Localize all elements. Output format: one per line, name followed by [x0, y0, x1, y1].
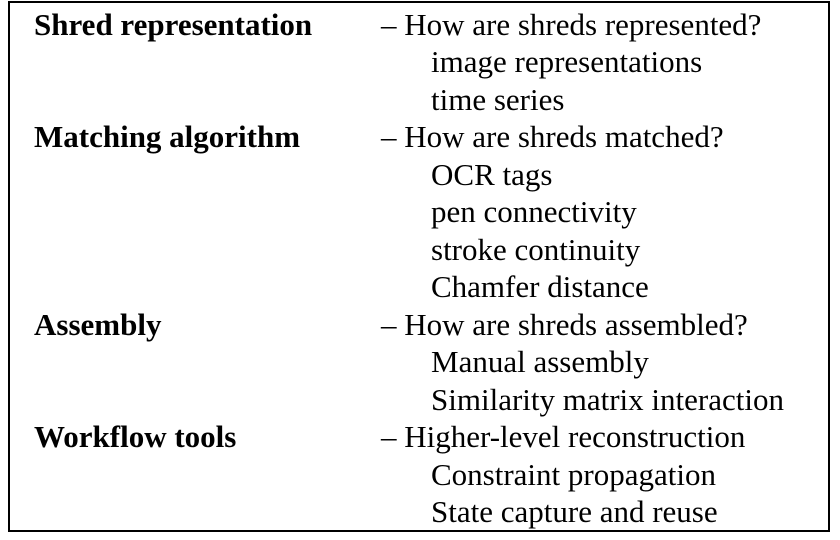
section-item: Similarity matrix interaction — [431, 382, 784, 417]
section-question: – Higher-level reconstruction — [381, 419, 746, 454]
section-item: image representations — [431, 44, 703, 79]
section-item: stroke continuity — [431, 232, 641, 267]
section-item: pen connectivity — [431, 194, 637, 229]
section-heading: Workflow tools — [34, 419, 237, 454]
section-item: Chamfer distance — [431, 269, 649, 304]
section-heading: Shred representation — [34, 7, 313, 42]
section-question: – How are shreds represented? — [381, 7, 762, 42]
section-item: State capture and reuse — [431, 494, 718, 529]
section-question: – How are shreds assembled? — [381, 307, 748, 342]
section-heading: Assembly — [34, 307, 162, 342]
section-item: OCR tags — [431, 157, 553, 192]
section-heading: Matching algorithm — [34, 119, 301, 154]
table-frame — [8, 1, 830, 532]
section-item: time series — [431, 82, 565, 117]
section-item: Constraint propagation — [431, 457, 716, 492]
section-question: – How are shreds matched? — [381, 119, 724, 154]
section-item: Manual assembly — [431, 344, 649, 379]
